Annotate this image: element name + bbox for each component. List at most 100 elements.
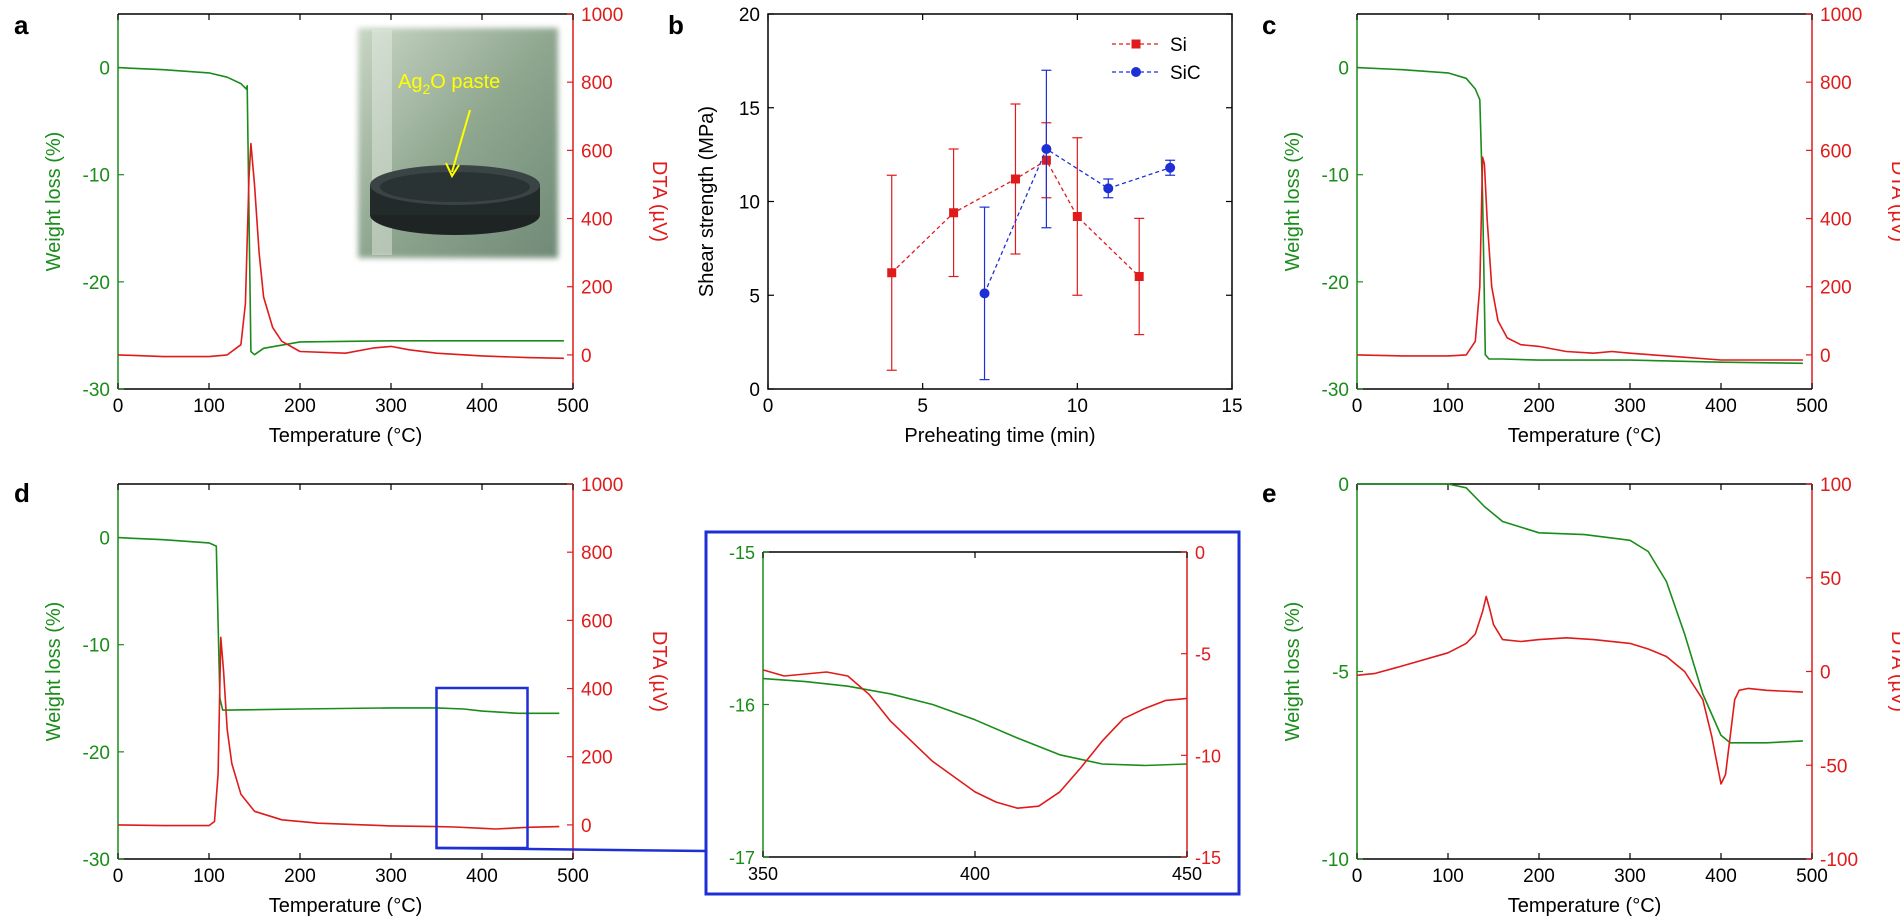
weight-loss-line bbox=[1357, 483, 1803, 744]
y-tick-label: 15 bbox=[739, 99, 760, 120]
legend-label: SiC bbox=[1170, 63, 1201, 84]
x-tick-label: 100 bbox=[193, 396, 225, 417]
dta-line bbox=[117, 142, 564, 360]
data-point bbox=[949, 208, 959, 218]
zoom-inset-frame bbox=[704, 530, 1241, 896]
panel-letter-a: a bbox=[14, 10, 29, 40]
y-right-tick-label: 400 bbox=[1820, 210, 1852, 231]
chart-e: 0 100 200 300 400 5000-5-10100500-50-100Tempe… bbox=[1282, 475, 1900, 917]
dta-line bbox=[1356, 156, 1803, 361]
y-right-tick-label: -10 bbox=[1195, 746, 1221, 766]
data-point bbox=[1072, 212, 1082, 221]
y-right-tick-label: 800 bbox=[581, 73, 613, 94]
photo-label: Ag2O paste bbox=[398, 71, 500, 97]
x-tick-label: 450 bbox=[1172, 864, 1202, 884]
y-right-tick-label: -15 bbox=[1195, 848, 1221, 868]
y-right-axis-label: DTA (µV) bbox=[648, 161, 670, 242]
photo-arrow-line bbox=[451, 109, 471, 173]
x-axis-label: Temperature (°C) bbox=[269, 895, 423, 917]
y-left-axis-label: Weight loss (%) bbox=[1282, 132, 1304, 272]
inset-photo: Ag2O paste bbox=[358, 28, 558, 258]
y-left-tick-label: -30 bbox=[1322, 380, 1349, 401]
x-tick-label: 400 bbox=[466, 866, 498, 887]
panel-letter-c: c bbox=[1262, 10, 1276, 40]
x-tick-label: 200 bbox=[1523, 866, 1555, 887]
y-right-tick-label: 800 bbox=[1820, 73, 1852, 94]
y-right-tick-label: 600 bbox=[1820, 141, 1852, 162]
y-right-tick-label: 0 bbox=[581, 816, 592, 837]
y-tick-label: 20 bbox=[739, 5, 760, 26]
series-line bbox=[983, 148, 1171, 294]
y-left-tick-label: 0 bbox=[1338, 59, 1349, 80]
x-tick-label: 0 bbox=[113, 866, 124, 887]
x-tick-label: 0 bbox=[1352, 866, 1363, 887]
y-right-tick-label: 200 bbox=[581, 278, 613, 299]
y-tick-label: 0 bbox=[749, 380, 760, 401]
y-right-tick-label: 0 bbox=[1195, 543, 1205, 563]
x-tick-label: 500 bbox=[557, 866, 589, 887]
series-Si: Si bbox=[886, 35, 1187, 371]
y-right-tick-label: 400 bbox=[581, 680, 613, 701]
y-right-tick-label: 0 bbox=[1820, 346, 1831, 367]
y-right-tick-label: -50 bbox=[1820, 756, 1847, 777]
x-tick-label: 0 bbox=[1352, 396, 1363, 417]
y-right-tick-label: 0 bbox=[1820, 663, 1831, 684]
weight-loss-line bbox=[117, 536, 560, 715]
data-point bbox=[1103, 183, 1114, 194]
plot-frame bbox=[767, 13, 1233, 390]
weight-loss-line bbox=[1356, 66, 1803, 365]
y-left-axis-label: Weight loss (%) bbox=[43, 602, 65, 742]
y-right-tick-label: 800 bbox=[581, 543, 613, 564]
y-right-axis-label: DTA (µV) bbox=[1887, 631, 1900, 712]
y-left-tick-label: 0 bbox=[1338, 475, 1349, 496]
y-right-tick-label: 0 bbox=[581, 346, 592, 367]
y-right-tick-label: 200 bbox=[581, 748, 613, 769]
x-tick-label: 300 bbox=[375, 866, 407, 887]
data-point bbox=[1041, 144, 1052, 154]
data-point bbox=[887, 268, 897, 278]
y-left-tick-label: -10 bbox=[83, 636, 110, 657]
y-right-tick-label: 600 bbox=[581, 141, 613, 162]
x-tick-label: 500 bbox=[1796, 396, 1828, 417]
dta-line bbox=[1356, 595, 1803, 785]
y-left-tick-label: -30 bbox=[83, 380, 110, 401]
panel-letter-d: d bbox=[14, 478, 30, 508]
y-axis-label: Shear strength (MPa) bbox=[696, 106, 718, 297]
y-right-tick-label: 600 bbox=[581, 611, 613, 632]
y-left-axis-label: Weight loss (%) bbox=[1282, 602, 1304, 742]
x-tick-label: 5 bbox=[917, 396, 928, 417]
data-point bbox=[979, 288, 990, 299]
x-tick-label: 200 bbox=[284, 396, 316, 417]
x-tick-label: 350 bbox=[748, 864, 778, 884]
x-tick-label: 400 bbox=[960, 864, 990, 884]
y-left-tick-label: -10 bbox=[83, 166, 110, 187]
x-tick-label: 0 bbox=[763, 396, 774, 417]
data-point bbox=[1134, 272, 1144, 281]
data-point bbox=[1165, 162, 1176, 173]
paste-surface bbox=[380, 172, 530, 202]
y-left-tick-label: -20 bbox=[1322, 273, 1349, 294]
x-tick-label: 400 bbox=[1705, 396, 1737, 417]
y-left-axis-label: Weight loss (%) bbox=[43, 132, 65, 272]
y-left-tick-label: 0 bbox=[99, 529, 110, 550]
panel-letters: a b c d e bbox=[14, 10, 1276, 508]
panel-letter-e: e bbox=[1262, 478, 1276, 508]
legend-marker bbox=[1131, 67, 1141, 77]
chart-d: 0 100 200 300 400 5000-10-20-3002004006008001… bbox=[43, 475, 670, 917]
x-tick-label: 0 bbox=[113, 396, 124, 417]
x-axis-label: Temperature (°C) bbox=[1508, 895, 1662, 917]
y-right-tick-label: 1000 bbox=[581, 5, 623, 26]
dta-line bbox=[762, 669, 1188, 810]
series-SiC: SiC bbox=[979, 63, 1201, 381]
weight-loss-line bbox=[762, 677, 1188, 767]
x-tick-label: 400 bbox=[466, 396, 498, 417]
x-tick-label: 15 bbox=[1221, 396, 1242, 417]
y-right-tick-label: 100 bbox=[1820, 475, 1852, 496]
zoom-region-box bbox=[435, 686, 529, 850]
x-tick-label: 500 bbox=[557, 396, 589, 417]
chart-a: 0 100 200 300 400 5000-10-20-3002004006008001… bbox=[43, 5, 670, 447]
legend-marker bbox=[1131, 39, 1141, 49]
x-tick-label: 400 bbox=[1705, 866, 1737, 887]
